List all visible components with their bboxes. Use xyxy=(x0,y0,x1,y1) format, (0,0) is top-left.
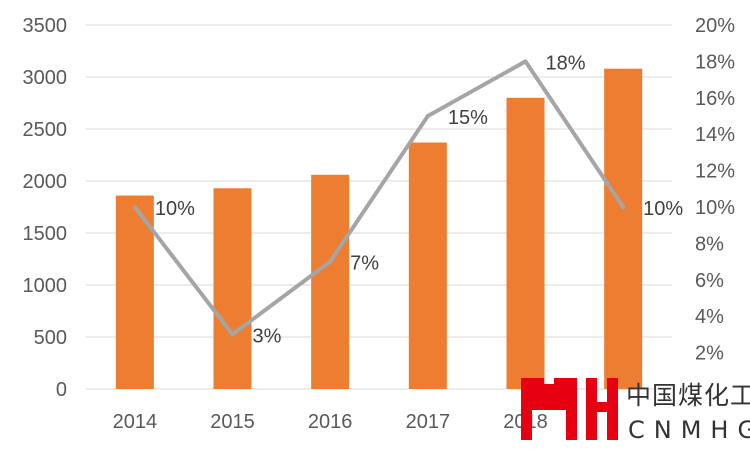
right-axis-tick-label: 18% xyxy=(695,51,735,73)
left-axis-tick-label: 1500 xyxy=(23,223,68,245)
left-axis-tick-label: 0 xyxy=(56,379,67,401)
right-axis-tick-label: 16% xyxy=(695,88,735,110)
line-data-label: 7% xyxy=(350,253,379,275)
line-point xyxy=(132,205,137,209)
bar xyxy=(506,97,545,390)
right-axis-tick-label: 8% xyxy=(695,233,724,255)
x-axis-tick-label: 2014 xyxy=(113,411,158,433)
line-point xyxy=(621,205,626,209)
right-axis-tick-label: 20% xyxy=(695,15,735,37)
line-data-label: 15% xyxy=(448,107,488,129)
left-axis-tick-label: 500 xyxy=(34,327,67,349)
watermark-chinese-text: 中国煤化工 xyxy=(626,381,750,410)
x-axis-ticks: 20142015201620172018 xyxy=(113,411,548,433)
line-path xyxy=(132,59,626,337)
bar xyxy=(311,174,350,389)
gridlines xyxy=(86,24,672,390)
bar xyxy=(408,142,447,389)
left-axis-tick-label: 1000 xyxy=(23,275,68,297)
right-axis-ticks: 2% 4% 6% 8% 10% 12% 14% 16% 18% 20% xyxy=(695,15,735,365)
line-data-labels: 10% 3% 7% 15% 18% 10% xyxy=(155,52,684,347)
line-data-label: 18% xyxy=(546,52,586,74)
right-axis-tick-label: 6% xyxy=(695,270,724,292)
line-data-label: 10% xyxy=(643,198,683,220)
line-point xyxy=(230,332,235,337)
bar xyxy=(115,195,154,389)
left-axis-tick-label: 2500 xyxy=(23,119,68,141)
x-axis-tick-label: 2017 xyxy=(406,411,451,433)
watermark-english-text: CNMHG xyxy=(628,416,750,444)
right-axis-tick-label: 10% xyxy=(695,197,735,219)
left-axis-ticks: 0 500 1000 1500 2000 2500 3000 3500 xyxy=(23,15,68,401)
x-axis-tick-label: 2016 xyxy=(308,411,353,433)
right-axis-tick-label: 4% xyxy=(695,306,724,328)
line-point xyxy=(425,114,430,118)
cnmhg-logo-mark xyxy=(521,378,618,440)
line-point xyxy=(328,259,333,264)
left-axis-tick-label: 2000 xyxy=(23,171,68,193)
right-axis-tick-label: 2% xyxy=(695,343,724,365)
bar-series xyxy=(115,68,643,390)
line-point xyxy=(523,59,528,64)
line-data-label: 10% xyxy=(155,198,195,220)
right-axis-tick-label: 14% xyxy=(695,124,735,146)
bar xyxy=(213,188,252,389)
left-axis-tick-label: 3500 xyxy=(23,15,68,37)
cnmhg-watermark-logo: 中国煤化工 CNMHG xyxy=(521,378,750,444)
bar xyxy=(604,68,643,390)
line-data-label: 3% xyxy=(253,325,282,347)
x-axis-tick-label: 2015 xyxy=(210,411,255,433)
left-axis-tick-label: 3000 xyxy=(23,67,68,89)
right-axis-tick-label: 12% xyxy=(695,161,735,183)
line-series xyxy=(132,59,626,337)
